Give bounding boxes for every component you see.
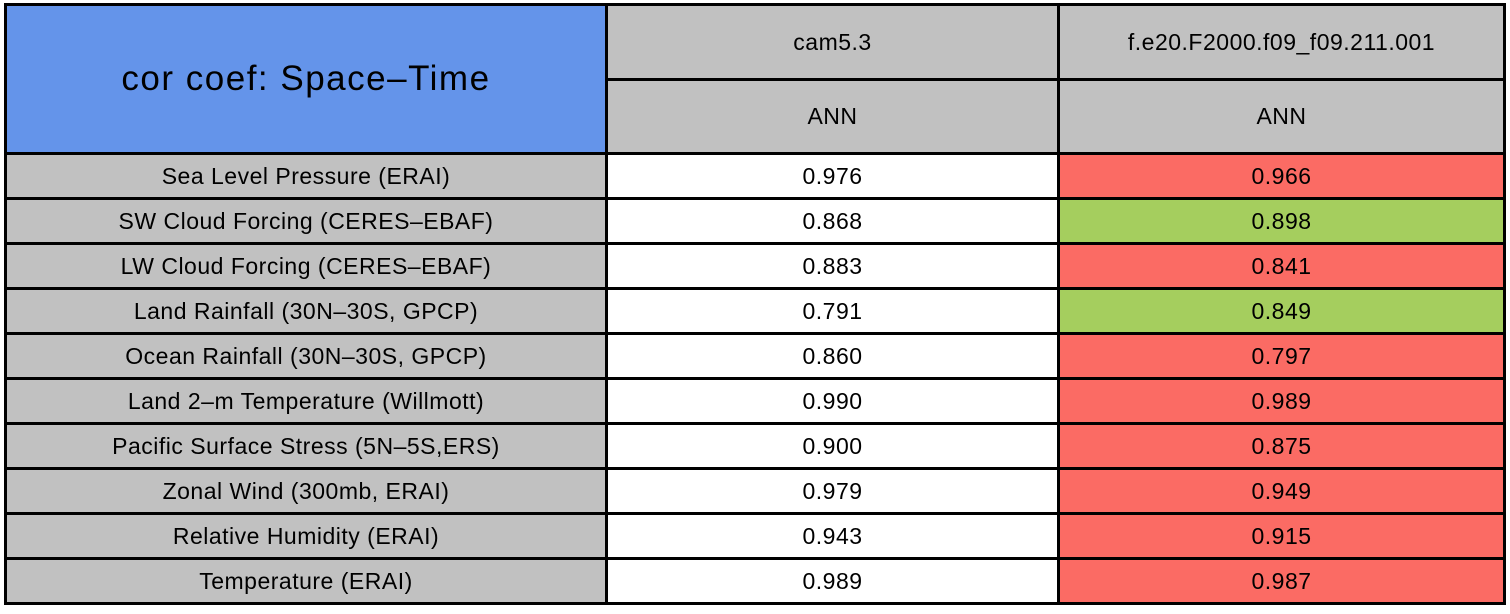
row-label: Zonal Wind (300mb, ERAI)	[4, 467, 608, 515]
table-row: Land Rainfall (30N–30S, GPCP) 0.791 0.84…	[4, 287, 1506, 335]
control-value: 0.860	[605, 332, 1060, 380]
column-header-control-model: cam5.3	[605, 3, 1060, 81]
table-row: Temperature (ERAI) 0.989 0.987	[4, 557, 1506, 605]
row-label: Land Rainfall (30N–30S, GPCP)	[4, 287, 608, 335]
table-row: Land 2–m Temperature (Willmott) 0.990 0.…	[4, 377, 1506, 425]
test-value: 0.949	[1057, 467, 1506, 515]
test-value: 0.966	[1057, 152, 1506, 200]
control-value: 0.900	[605, 422, 1060, 470]
test-value: 0.849	[1057, 287, 1506, 335]
control-value: 0.979	[605, 467, 1060, 515]
control-value: 0.868	[605, 197, 1060, 245]
test-value: 0.841	[1057, 242, 1506, 290]
row-label: Pacific Surface Stress (5N–5S,ERS)	[4, 422, 608, 470]
row-label: Land 2–m Temperature (Willmott)	[4, 377, 608, 425]
control-value: 0.989	[605, 557, 1060, 605]
column-header-test-model: f.e20.F2000.f09_f09.211.001	[1057, 3, 1506, 81]
table-row: Ocean Rainfall (30N–30S, GPCP) 0.860 0.7…	[4, 332, 1506, 380]
table-row: Zonal Wind (300mb, ERAI) 0.979 0.949	[4, 467, 1506, 515]
test-value: 0.989	[1057, 377, 1506, 425]
season-header-control: ANN	[605, 78, 1060, 155]
test-value: 0.898	[1057, 197, 1506, 245]
row-label: Relative Humidity (ERAI)	[4, 512, 608, 560]
header-row-season: ANN ANN	[6, 78, 1506, 155]
test-value: 0.987	[1057, 557, 1506, 605]
row-label: Sea Level Pressure (ERAI)	[4, 152, 608, 200]
row-label: LW Cloud Forcing (CERES–EBAF)	[4, 242, 608, 290]
table-row: SW Cloud Forcing (CERES–EBAF) 0.868 0.89…	[4, 197, 1506, 245]
row-label: Ocean Rainfall (30N–30S, GPCP)	[4, 332, 608, 380]
test-value: 0.875	[1057, 422, 1506, 470]
row-label: SW Cloud Forcing (CERES–EBAF)	[4, 197, 608, 245]
control-value: 0.943	[605, 512, 1060, 560]
row-label: Temperature (ERAI)	[4, 557, 608, 605]
correlation-table: cor coef: Space–Time cam5.3 f.e20.F2000.…	[4, 3, 1506, 605]
table-row: LW Cloud Forcing (CERES–EBAF) 0.883 0.84…	[4, 242, 1506, 290]
table-row: Relative Humidity (ERAI) 0.943 0.915	[4, 512, 1506, 560]
control-value: 0.791	[605, 287, 1060, 335]
test-value: 0.915	[1057, 512, 1506, 560]
season-header-test: ANN	[1057, 78, 1506, 155]
table-row: Sea Level Pressure (ERAI) 0.976 0.966	[4, 152, 1506, 200]
table-row: Pacific Surface Stress (5N–5S,ERS) 0.900…	[4, 422, 1506, 470]
header-row-models: cor coef: Space–Time cam5.3 f.e20.F2000.…	[4, 3, 1506, 155]
control-value: 0.883	[605, 242, 1060, 290]
control-value: 0.976	[605, 152, 1060, 200]
test-value: 0.797	[1057, 332, 1506, 380]
control-value: 0.990	[605, 377, 1060, 425]
table-title: cor coef: Space–Time	[4, 3, 608, 155]
